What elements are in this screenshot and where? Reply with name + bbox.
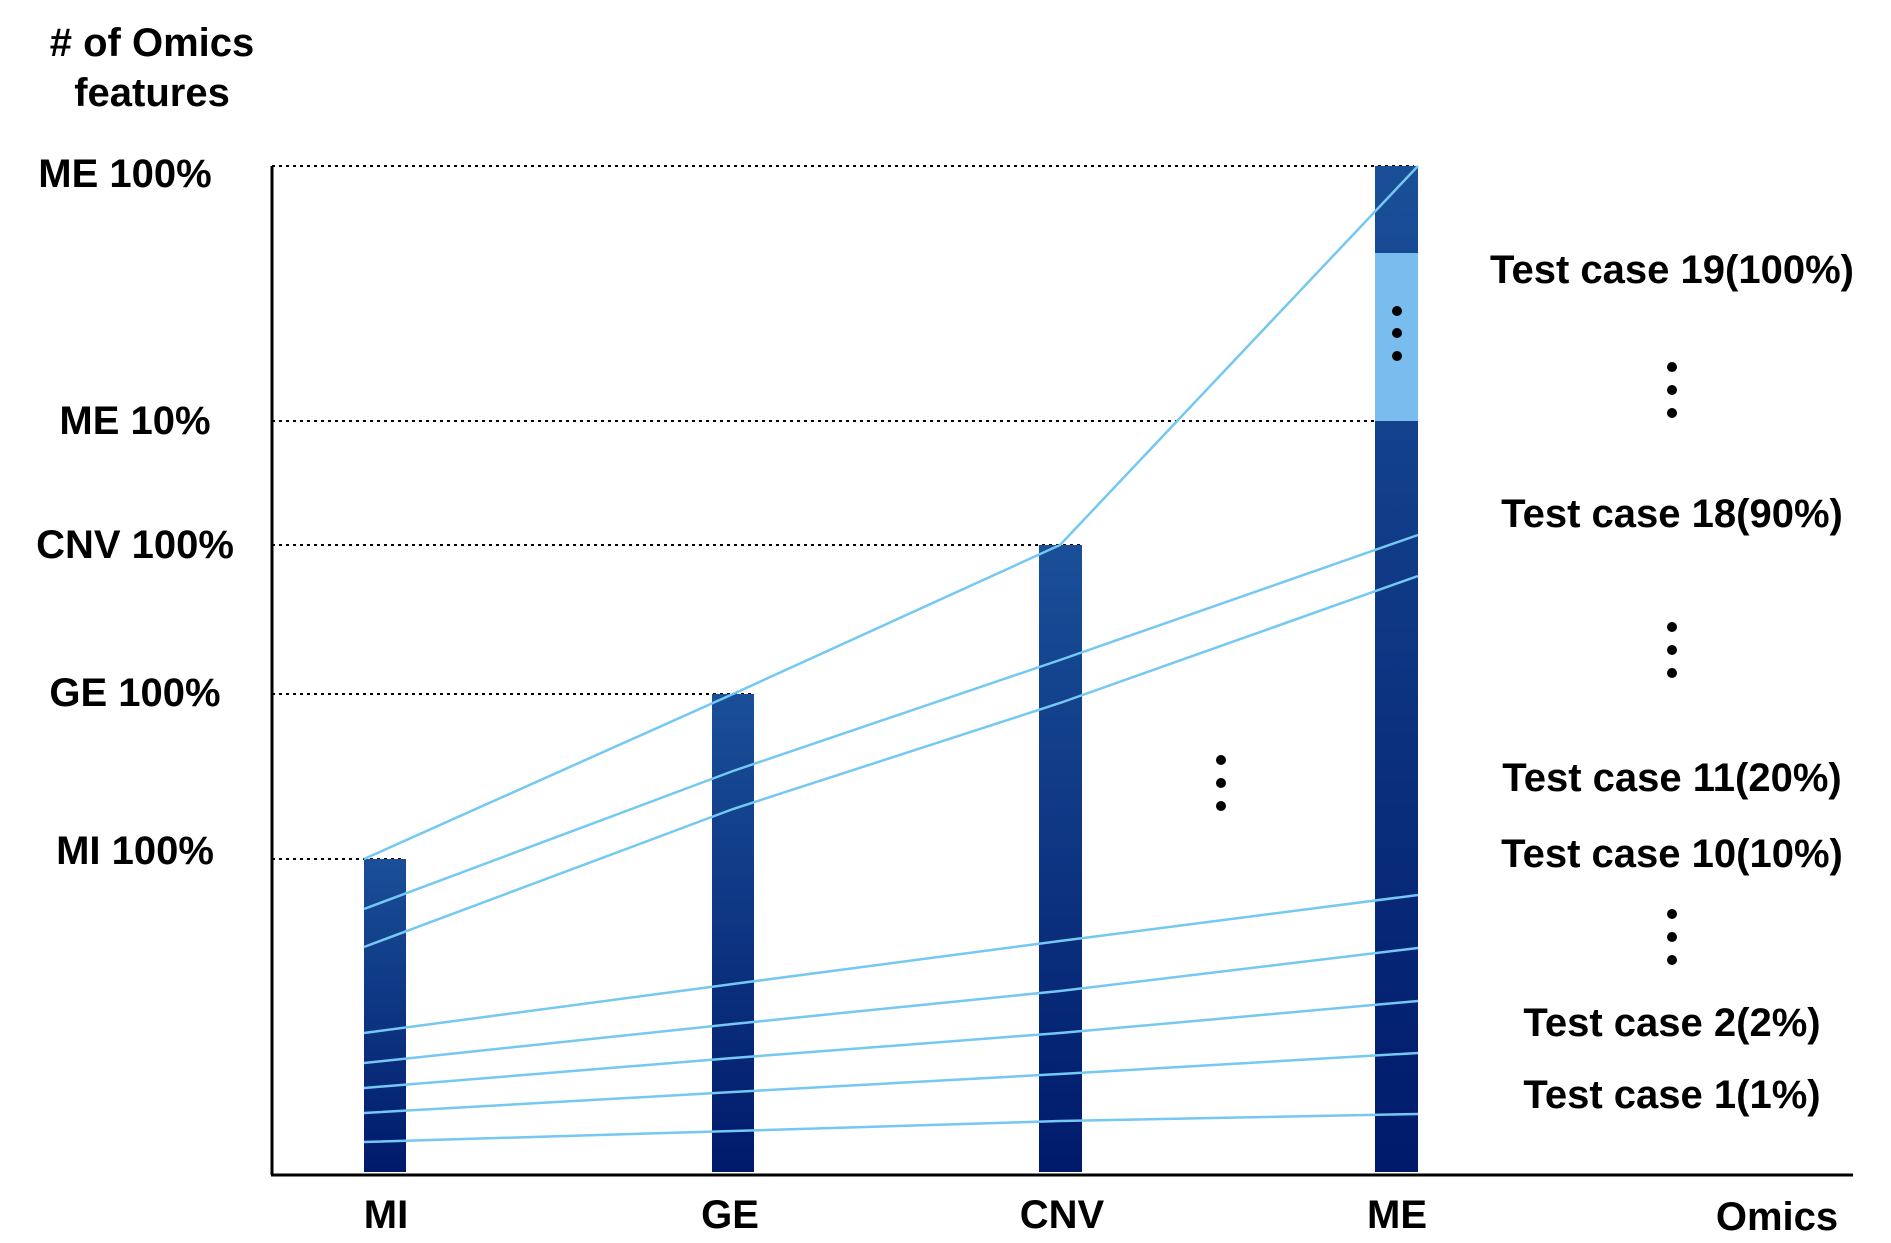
test-case-line-18b [363, 574, 1419, 949]
y-axis-title-line2: features [74, 71, 230, 115]
test-case-label-2: Test case 2(2%) [1523, 1001, 1820, 1045]
test-case-label-10: Test case 10(10%) [1501, 832, 1843, 876]
x-tick-cnv: CNV [1020, 1193, 1105, 1237]
bars [364, 166, 1418, 1172]
ellipsis-right-top [1667, 362, 1677, 418]
ellipsis-right-middle [1667, 622, 1677, 678]
ellipsis-between-columns [1216, 755, 1226, 811]
level-label-me100: ME 100% [38, 152, 211, 196]
test-case-lines [363, 165, 1419, 1144]
bar-mi [364, 859, 406, 1172]
test-case-line-1 [363, 1112, 1419, 1144]
test-case-label-19: Test case 19(100%) [1490, 248, 1854, 292]
level-label-ge100: GE 100% [49, 671, 220, 715]
x-tick-ge: GE [701, 1193, 759, 1237]
test-case-line-19 [363, 165, 1419, 861]
test-case-line-2 [363, 1051, 1419, 1115]
bar-cnv [1039, 545, 1082, 1172]
y-axis-title-line1: # of Omics [50, 21, 255, 65]
reference-lines [272, 165, 1414, 860]
test-case-label-1: Test case 1(1%) [1523, 1073, 1820, 1117]
x-tick-me: ME [1367, 1193, 1427, 1237]
test-case-line-10 [363, 893, 1419, 1035]
level-label-cnv100: CNV 100% [36, 523, 234, 567]
ellipsis-in-me-bar [1392, 306, 1402, 361]
test-case-line-4 [363, 946, 1419, 1065]
level-label-mi100: MI 100% [56, 829, 214, 873]
level-label-me10: ME 10% [59, 399, 210, 443]
x-tick-mi: MI [364, 1193, 408, 1237]
test-case-label-18: Test case 18(90%) [1501, 492, 1843, 536]
test-case-line-18a [363, 533, 1419, 911]
x-axis-title: Omics [1716, 1195, 1838, 1239]
ellipsis-right-bottom [1667, 909, 1677, 965]
test-case-label-11: Test case 11(20%) [1502, 756, 1841, 800]
test-case-line-3 [363, 999, 1419, 1090]
